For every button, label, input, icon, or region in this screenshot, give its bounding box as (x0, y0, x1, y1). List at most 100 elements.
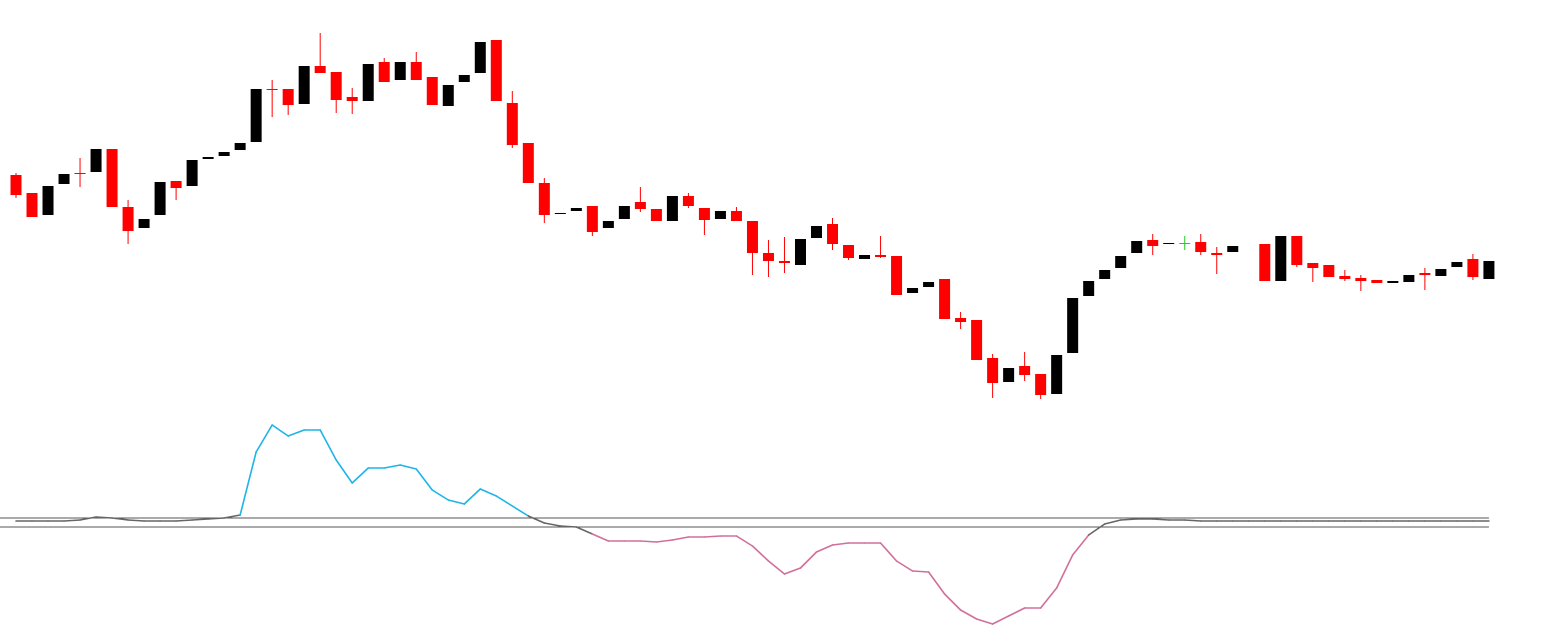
indicator-segment (95, 516, 113, 519)
candle-body (730, 211, 742, 221)
indicator-segment (799, 551, 818, 569)
indicator-segment (383, 464, 402, 469)
indicator-segment (639, 540, 658, 543)
indicator-segment (911, 570, 930, 573)
indicator-segment (991, 615, 1010, 625)
indicator-segment (1119, 518, 1138, 521)
candle-body (42, 186, 54, 215)
candle-body (442, 85, 454, 106)
candle-body (186, 160, 198, 186)
candle-body (827, 224, 839, 244)
candle-body (811, 226, 822, 238)
indicator-segment (191, 518, 209, 521)
candle-body (202, 157, 214, 159)
candle-body (1179, 243, 1191, 244)
indicator-segment (239, 451, 257, 516)
candle-body (987, 358, 999, 383)
indicator-segment (671, 536, 690, 541)
indicator-segment (591, 533, 610, 542)
indicator-segment (815, 544, 834, 553)
candle-body (1339, 276, 1351, 279)
indicator-segment (927, 571, 946, 595)
indicator-segment (1183, 519, 1202, 522)
candle-body (490, 40, 502, 101)
candle-body (859, 255, 871, 259)
indicator-segment (735, 535, 754, 547)
candle-body (106, 149, 118, 207)
indicator-segment (783, 567, 802, 575)
indicator-segment (511, 505, 530, 517)
indicator-segment (879, 542, 898, 562)
candle-body (1147, 240, 1159, 246)
candle-body (1003, 368, 1015, 382)
candle-body (458, 75, 470, 82)
indicator-segment (1151, 518, 1170, 521)
indicator-segment (79, 516, 97, 521)
candle-body (1131, 241, 1143, 253)
candle-body (891, 256, 903, 295)
candle-body (138, 219, 150, 228)
candle-body (1419, 273, 1431, 275)
candle-body (1371, 280, 1383, 283)
indicator-segment (319, 429, 338, 461)
indicator-segment (559, 525, 578, 528)
indicator-segment (63, 519, 81, 522)
candle-body (122, 207, 134, 231)
indicator-segment (479, 488, 498, 497)
candle-body (794, 239, 806, 265)
candle-body (266, 89, 278, 90)
candle-body (1275, 236, 1287, 281)
candle-body (1355, 278, 1367, 281)
indicator-segment (703, 535, 722, 538)
candle-body (218, 152, 230, 156)
candle-body (1035, 374, 1047, 395)
candle-body (939, 279, 951, 319)
indicator-segment (767, 560, 786, 575)
indicator-segment (959, 609, 978, 620)
candle-body (907, 288, 919, 293)
candle-body (346, 97, 358, 101)
candle-body (1483, 261, 1495, 279)
candle-body (394, 62, 406, 80)
candle-body (746, 221, 758, 253)
candle-body (378, 62, 390, 82)
candle-body (474, 42, 486, 73)
indicator-segment (335, 459, 354, 484)
candle-body (90, 149, 102, 172)
candle-body (1051, 355, 1063, 394)
candle-body (1195, 242, 1207, 252)
indicator-segment (831, 542, 850, 546)
candle-body (1019, 366, 1031, 375)
candle-body (170, 181, 182, 188)
candle-body (1403, 275, 1415, 282)
candle-body (1307, 263, 1319, 268)
candle-body (26, 193, 38, 217)
indicator-segment (351, 467, 370, 484)
candle-body (10, 175, 22, 195)
candle-body (586, 206, 598, 232)
candle-body (778, 261, 790, 263)
candle-body (1163, 243, 1175, 244)
candle-body (538, 183, 550, 215)
indicator-segment (895, 560, 914, 572)
candle-body (955, 318, 967, 322)
indicator-segment (655, 539, 674, 543)
indicator-segment (527, 515, 546, 524)
candle-body (843, 245, 855, 258)
indicator-segment (975, 618, 994, 625)
indicator-segment (463, 488, 482, 505)
candle-body (1259, 244, 1271, 281)
candle-body (74, 173, 86, 174)
candle-body (1115, 256, 1127, 268)
candle-body (522, 143, 534, 183)
indicator-segment (495, 495, 514, 507)
indicator-segment (127, 519, 145, 522)
indicator-segment (431, 489, 450, 501)
indicator-segment (415, 468, 434, 491)
candle-body (1211, 253, 1223, 255)
candle-body (1099, 270, 1111, 279)
indicator-segment (399, 464, 418, 470)
candle-body (330, 72, 342, 100)
candle-body (971, 320, 983, 360)
